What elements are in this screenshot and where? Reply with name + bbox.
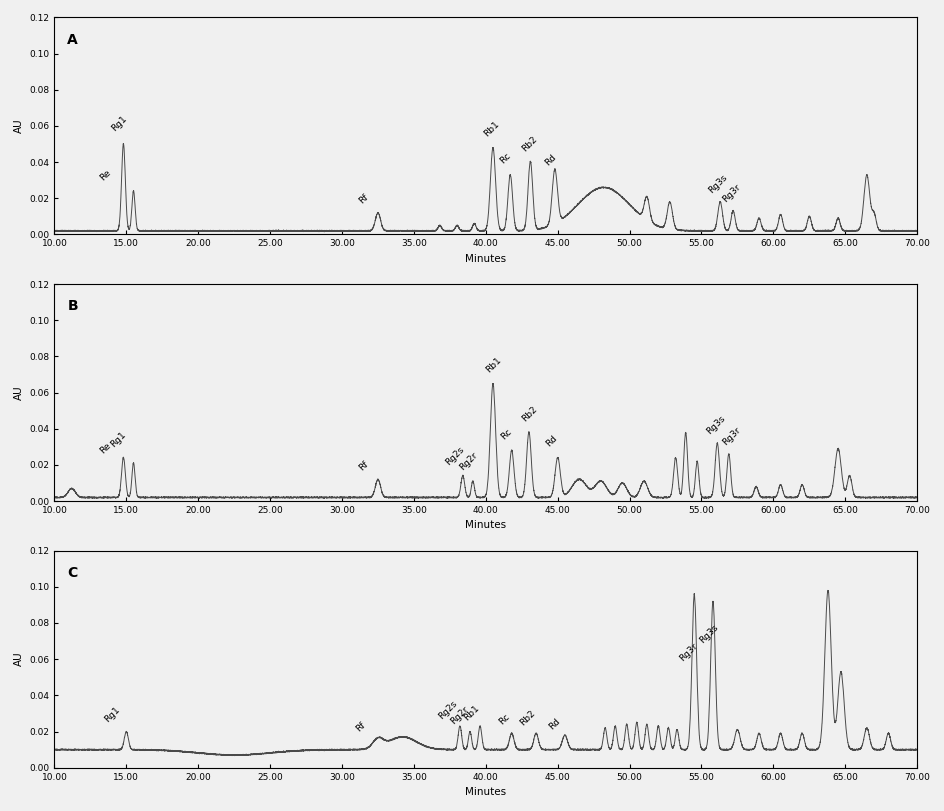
X-axis label: Minutes: Minutes	[465, 521, 506, 530]
Text: Rg3r: Rg3r	[721, 182, 743, 204]
Text: Rg2s: Rg2s	[444, 444, 465, 466]
Text: Re: Re	[98, 168, 113, 182]
Text: Rg3r: Rg3r	[721, 425, 743, 447]
Text: A: A	[67, 32, 78, 46]
Y-axis label: AU: AU	[14, 385, 24, 400]
Text: Rf: Rf	[354, 720, 367, 733]
Text: Rb2: Rb2	[520, 134, 538, 153]
Text: Rf: Rf	[357, 192, 370, 205]
Text: Rd: Rd	[547, 717, 562, 732]
Text: Rb2: Rb2	[520, 405, 538, 423]
Text: Rc: Rc	[499, 427, 514, 441]
Text: Rb1: Rb1	[483, 355, 502, 375]
Text: Rg2s: Rg2s	[436, 698, 459, 721]
Text: Rg1: Rg1	[103, 706, 122, 724]
Text: Rg3s: Rg3s	[705, 414, 728, 436]
X-axis label: Minutes: Minutes	[465, 254, 506, 264]
Text: B: B	[67, 299, 78, 313]
Y-axis label: AU: AU	[14, 118, 24, 133]
Text: Rg1: Rg1	[109, 430, 127, 448]
Text: Rb2: Rb2	[518, 709, 537, 728]
Text: Rg1: Rg1	[110, 114, 128, 133]
Text: Rb1: Rb1	[463, 704, 481, 723]
Text: Rd: Rd	[544, 434, 559, 448]
Text: Rg2r: Rg2r	[449, 705, 471, 726]
X-axis label: Minutes: Minutes	[465, 787, 506, 797]
Text: C: C	[67, 566, 77, 580]
Text: Rc: Rc	[497, 712, 511, 726]
Text: Rg3s: Rg3s	[698, 623, 720, 645]
Text: Rd: Rd	[543, 152, 558, 168]
Text: Rb1: Rb1	[482, 120, 501, 139]
Text: Rg2r: Rg2r	[458, 451, 480, 472]
Text: Rc: Rc	[498, 152, 513, 165]
Y-axis label: AU: AU	[14, 652, 24, 667]
Text: Rg3s: Rg3s	[707, 173, 729, 195]
Text: Rf: Rf	[357, 459, 370, 472]
Text: Rg3r: Rg3r	[678, 642, 700, 663]
Text: Re: Re	[98, 441, 113, 456]
